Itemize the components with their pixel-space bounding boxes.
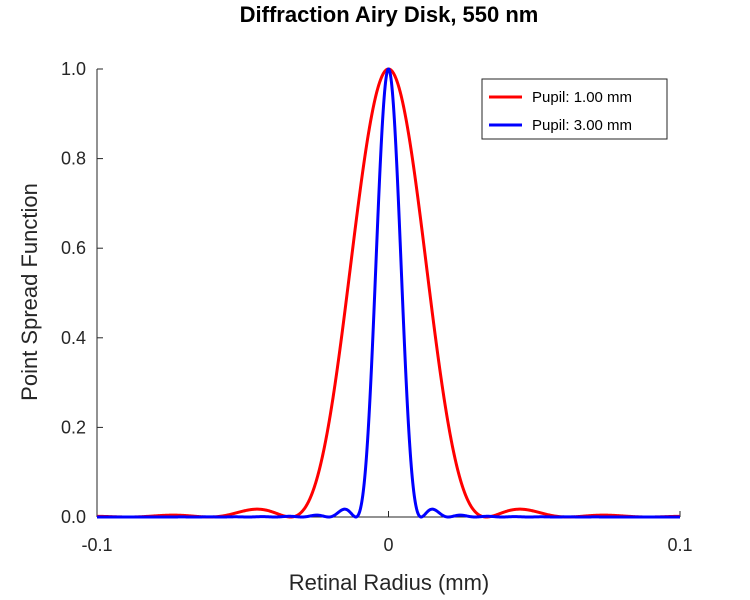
legend-label-pupil-1mm: Pupil: 1.00 mm	[532, 89, 632, 106]
legend-label-pupil-3mm: Pupil: 3.00 mm	[532, 117, 632, 134]
y-tick-label: 0.4	[61, 328, 86, 348]
y-axis-label: Point Spread Function	[17, 183, 42, 401]
y-tick-label: 0.0	[61, 507, 86, 527]
x-tick-label: 0	[383, 535, 393, 555]
chart-title: Diffraction Airy Disk, 550 nm	[240, 2, 539, 27]
y-tick-label: 0.6	[61, 238, 86, 258]
y-tick-label: 0.2	[61, 417, 86, 437]
axes: -0.1 0 0.1 0.0 0.2 0.4 0.6 0.8 1.0	[61, 59, 693, 555]
legend-box	[481, 78, 668, 140]
series-line-pupil-3mm	[95, 67, 682, 519]
y-tick-label: 0.8	[61, 149, 86, 169]
y-tick-label: 1.0	[61, 59, 86, 79]
plot-area	[95, 67, 682, 519]
x-axis-label: Retinal Radius (mm)	[289, 570, 490, 595]
legend: Pupil: 1.00 mm Pupil: 3.00 mm	[481, 78, 668, 140]
x-tick-label: -0.1	[81, 535, 112, 555]
x-tick-label: 0.1	[667, 535, 692, 555]
